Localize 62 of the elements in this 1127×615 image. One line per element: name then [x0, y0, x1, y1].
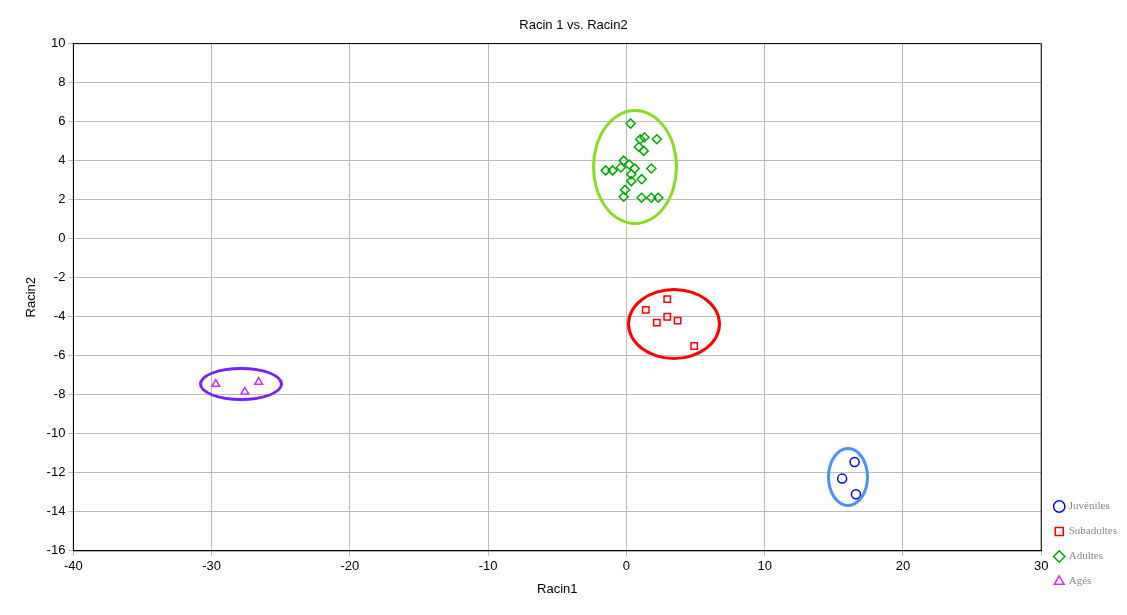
point — [651, 133, 663, 145]
y-axis-title: Racin2 — [23, 276, 39, 318]
y-tick-label: -4 — [53, 308, 66, 324]
point — [211, 378, 221, 388]
point — [635, 133, 646, 145]
point — [618, 191, 629, 202]
y-tick-label: -2 — [53, 269, 66, 285]
y-tick-label: -16 — [46, 542, 66, 558]
point — [625, 118, 636, 129]
y-tick-label: -8 — [53, 386, 66, 402]
y-tick-label: -10 — [46, 425, 66, 441]
point — [618, 155, 629, 166]
point — [636, 192, 647, 203]
point — [623, 159, 635, 170]
y-tick-label: 0 — [58, 230, 66, 246]
legend-label: Agés — [1068, 574, 1092, 587]
x-tick-label: 20 — [895, 558, 911, 574]
point — [626, 169, 637, 180]
point — [663, 295, 672, 304]
y-tick-label: -6 — [53, 347, 66, 363]
y-tick-label: 2 — [58, 191, 66, 207]
point — [690, 342, 699, 350]
y-tick-label: 8 — [58, 74, 66, 90]
y-tick-label: -14 — [46, 503, 66, 519]
x-tick-label: -10 — [478, 558, 498, 574]
legend-label: Adultes — [1068, 549, 1103, 562]
y-tick-label: 6 — [58, 113, 66, 129]
point — [615, 162, 627, 173]
point — [641, 305, 650, 314]
y-tick-label: 10 — [50, 35, 66, 51]
point — [673, 316, 682, 325]
point — [240, 386, 250, 395]
point — [836, 473, 848, 484]
x-tick-label: 10 — [757, 558, 772, 574]
y-tick-label: 4 — [58, 152, 66, 168]
point — [639, 131, 650, 143]
x-axis-title: Racin1 — [537, 580, 578, 596]
point — [646, 192, 657, 203]
point — [619, 184, 631, 196]
x-tick-label: 0 — [622, 558, 631, 574]
legend-label: Juvéniles — [1068, 499, 1110, 512]
point — [607, 165, 618, 176]
point — [629, 163, 640, 174]
y-tick-label: -12 — [46, 464, 66, 480]
point — [663, 312, 672, 321]
x-tick-label: -40 — [63, 558, 83, 574]
x-tick-label: -20 — [340, 558, 360, 574]
point — [646, 163, 657, 174]
point — [652, 192, 664, 203]
point — [652, 318, 661, 327]
chart-title: Racin 1 vs. Racin2 — [519, 17, 628, 33]
point — [849, 456, 860, 468]
x-tick-label: 30 — [1033, 558, 1049, 574]
point — [254, 376, 264, 386]
point — [850, 488, 862, 500]
legend-label: Subadultes — [1068, 524, 1118, 537]
point — [636, 173, 647, 185]
point — [600, 165, 611, 176]
point — [633, 141, 645, 153]
x-tick-label: -30 — [202, 558, 222, 574]
point — [638, 145, 649, 157]
point — [626, 175, 637, 187]
